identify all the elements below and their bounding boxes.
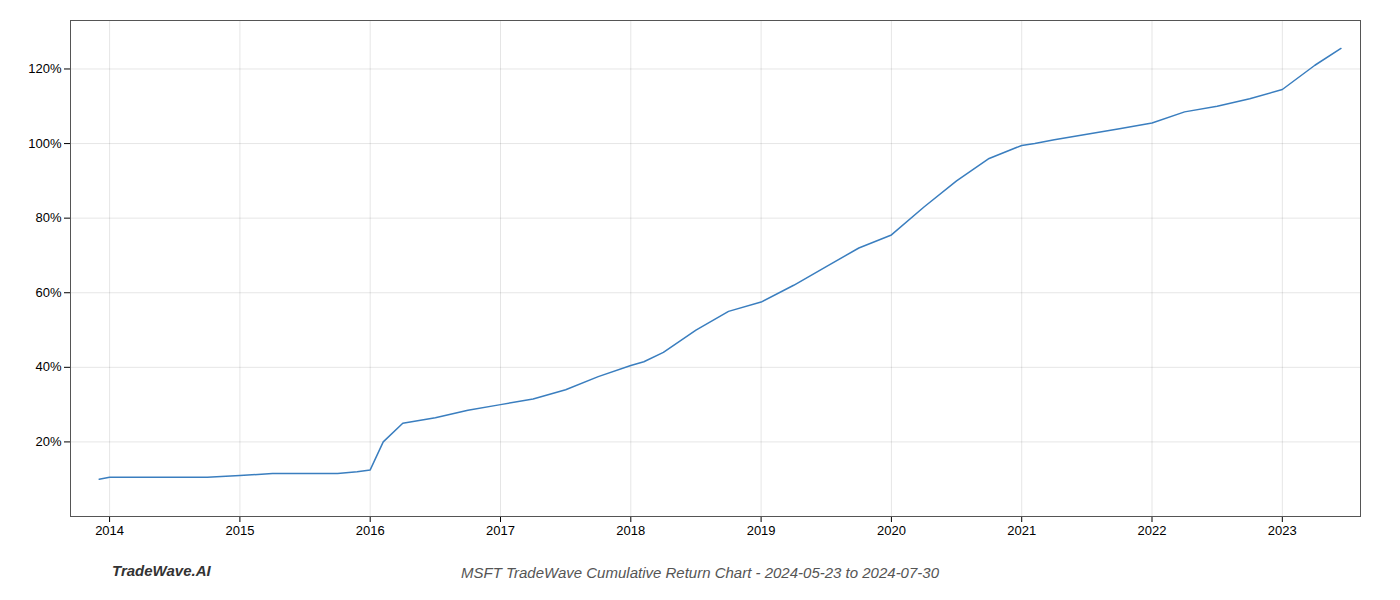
- svg-text:2019: 2019: [747, 523, 776, 538]
- svg-text:120%: 120%: [28, 61, 62, 76]
- svg-text:2017: 2017: [486, 523, 515, 538]
- svg-text:2015: 2015: [225, 523, 254, 538]
- svg-text:2020: 2020: [877, 523, 906, 538]
- svg-text:2023: 2023: [1268, 523, 1297, 538]
- svg-text:2014: 2014: [95, 523, 124, 538]
- svg-text:2016: 2016: [356, 523, 385, 538]
- svg-text:40%: 40%: [35, 359, 61, 374]
- svg-text:100%: 100%: [28, 136, 62, 151]
- svg-text:20%: 20%: [35, 434, 61, 449]
- svg-text:2022: 2022: [1138, 523, 1167, 538]
- svg-text:2021: 2021: [1007, 523, 1036, 538]
- svg-text:60%: 60%: [35, 285, 61, 300]
- svg-text:80%: 80%: [35, 210, 61, 225]
- html-text:MSFT TradeWave Cumulative Retu: MSFT TradeWave Cumulative Return Chart -…: [461, 564, 939, 581]
- html-text:TradeWave.AI: TradeWave.AI: [112, 562, 211, 579]
- svg-text:2018: 2018: [616, 523, 645, 538]
